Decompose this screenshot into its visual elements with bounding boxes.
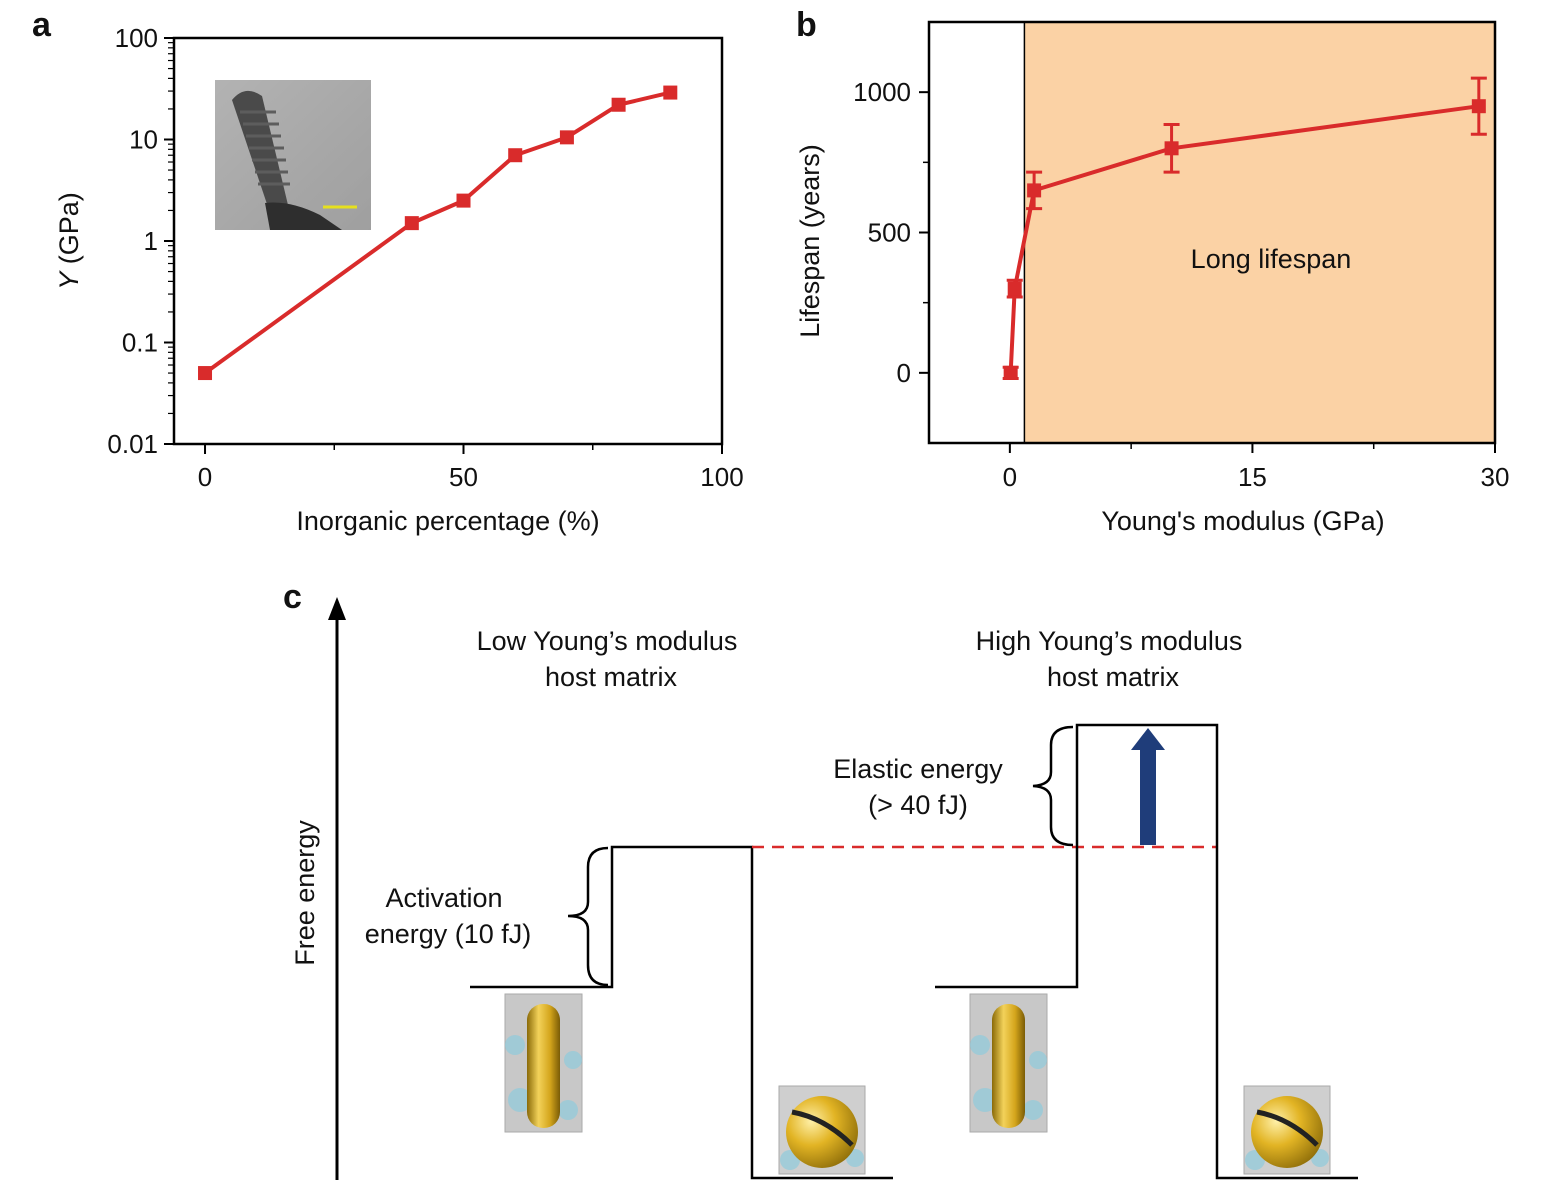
panel-a-letter: a [32, 6, 52, 44]
panel-b-data-point [1164, 141, 1179, 156]
panel-b-data-point [1027, 183, 1042, 198]
panel-b-xtick-label: 30 [1481, 462, 1510, 492]
panel-b-ticks [919, 91, 1496, 453]
high-modulus-title-line1: High Young’s modulus [976, 626, 1243, 656]
panel-a-data-point [404, 216, 419, 231]
panel-a-ytick-label: 10 [129, 125, 158, 155]
panel-b-tick-labels: 0 15 30 0 500 1000 [853, 77, 1509, 492]
panel-a-data-point [663, 85, 678, 100]
tem-inset-image [215, 80, 371, 230]
panel-b-ylabel: Lifespan (years) [795, 144, 825, 338]
low-modulus-energy-profile [470, 845, 893, 1180]
panel-a-xtick-label: 50 [449, 462, 478, 492]
panel-a-ytick-label: 100 [115, 23, 158, 53]
panel-a-ylabel-symbol: Y [54, 270, 84, 290]
panel-a-ytick-label: 1 [144, 226, 158, 256]
elastic-energy-arrow-head [1131, 728, 1165, 750]
panel-b-data-point [1471, 99, 1486, 114]
panel-b-points [1003, 99, 1486, 380]
nanosphere-in-matrix-image-low [778, 1085, 866, 1175]
panel-a-xlabel: Inorganic percentage (%) [296, 506, 599, 536]
panel-a: a 0 50 100 0.01 0.1 1 10 100 Inorganic percenta… [32, 6, 744, 536]
panel-a-data-point [456, 193, 471, 208]
panel-a-tick-labels: 0 50 100 0.01 0.1 1 10 100 [107, 23, 743, 492]
long-lifespan-region [1024, 22, 1495, 443]
nanorod-in-matrix-image-high [969, 993, 1048, 1133]
free-energy-axis-arrowhead [328, 597, 346, 620]
panel-a-ylabel: Y (GPa) [54, 192, 84, 290]
panel-a-ylabel-unit: (GPa) [54, 192, 84, 272]
elastic-energy-label-line2: (> 40 fJ) [868, 790, 968, 820]
panel-a-data-point [559, 130, 574, 145]
long-lifespan-label: Long lifespan [1191, 244, 1352, 274]
panel-a-ytick-label: 0.01 [107, 429, 158, 459]
activation-energy-brace [567, 846, 609, 987]
panel-b: b 0 15 30 0 500 1000 Long lifespan Young's mo… [795, 6, 1509, 536]
panel-b-xtick-label: 0 [1003, 462, 1017, 492]
panel-b-letter: b [796, 6, 817, 44]
elastic-energy-label-line1: Elastic energy [833, 754, 1003, 784]
panel-a-xtick-label: 0 [198, 462, 212, 492]
activation-energy-label-line1: Activation [385, 883, 502, 913]
elastic-energy-brace [1032, 725, 1074, 847]
panel-b-xlabel: Young's modulus (GPa) [1101, 506, 1384, 536]
high-modulus-energy-profile [935, 723, 1358, 1180]
panel-a-ytick-label: 0.1 [122, 328, 158, 358]
panel-b-ytick-label: 0 [897, 358, 911, 388]
panel-a-xtick-label: 100 [700, 462, 743, 492]
panel-a-data-point [198, 366, 213, 381]
nanosphere-in-matrix-image-high [1243, 1085, 1331, 1175]
elastic-energy-arrow-shaft [1140, 747, 1156, 845]
free-energy-label: Free energy [290, 820, 320, 966]
activation-energy-label-line2: energy (10 fJ) [365, 919, 532, 949]
panel-a-ticks [164, 37, 723, 454]
panel-b-data-point [1003, 365, 1018, 380]
panel-b-ytick-label: 500 [868, 218, 911, 248]
panel-b-ytick-label: 1000 [853, 77, 911, 107]
panel-c-letter: c [283, 578, 302, 616]
low-modulus-title-line2: host matrix [545, 662, 678, 692]
panel-a-data-point [611, 97, 626, 112]
panel-b-data-point [1007, 281, 1022, 296]
nanorod-in-matrix-image-low [504, 993, 583, 1133]
low-modulus-title-line1: Low Young’s modulus [477, 626, 738, 656]
high-modulus-title-line2: host matrix [1047, 662, 1180, 692]
panel-a-points [198, 85, 678, 381]
panel-c: c Free energy Low Young’s modulus host m… [283, 578, 1358, 1180]
panel-a-data-point [508, 148, 523, 163]
panel-b-xtick-label: 15 [1238, 462, 1267, 492]
